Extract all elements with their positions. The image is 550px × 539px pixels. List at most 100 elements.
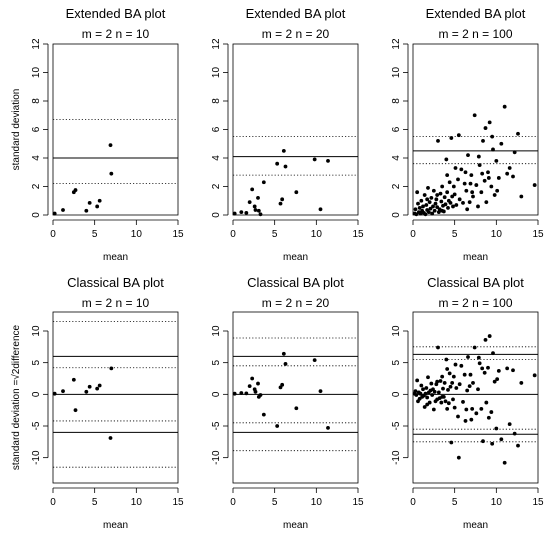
data-point: [476, 154, 481, 159]
y-tick-label: 2: [211, 183, 222, 189]
data-point: [461, 400, 465, 404]
x-tick-label: 0: [230, 497, 236, 508]
data-point: [416, 201, 420, 206]
data-point: [454, 203, 459, 207]
data-point: [440, 394, 445, 399]
data-point: [447, 371, 452, 376]
data-point: [476, 204, 480, 209]
data-point: [487, 334, 492, 338]
data-point: [457, 197, 462, 202]
data-point: [247, 200, 252, 205]
y-tick-label: 10: [391, 325, 402, 337]
data-point: [283, 164, 288, 169]
data-point: [456, 133, 461, 138]
chart-panel-1: Extended BA plot m = 2 n = 10 0 5 10 15 0 2 4 6 8 1…: [11, 6, 184, 263]
data-point: [426, 186, 430, 190]
data-point: [467, 384, 472, 388]
data-point: [468, 181, 473, 186]
y-tick-label: -5: [391, 421, 402, 430]
data-point: [440, 208, 445, 213]
data-point: [451, 397, 455, 402]
data-point: [436, 390, 441, 395]
data-point: [484, 200, 489, 205]
data-point: [516, 443, 520, 448]
data-point: [480, 171, 485, 176]
data-point: [444, 157, 449, 162]
data-point: [413, 207, 418, 212]
data-point: [459, 363, 464, 368]
chart-subtitle: m = 2 n = 100: [438, 296, 512, 310]
plot-frame: [52, 43, 179, 216]
data-point: [443, 399, 448, 404]
data-point: [486, 415, 491, 420]
data-point: [463, 419, 468, 423]
data-point: [438, 191, 443, 196]
y-tick-label: 6: [31, 126, 42, 132]
data-point: [275, 161, 280, 166]
x-tick-label: 10: [131, 497, 143, 508]
data-point: [450, 381, 455, 385]
data-point: [511, 174, 515, 179]
data-point: [425, 395, 430, 400]
data-point: [519, 194, 524, 199]
chart-subtitle: m = 2 n = 100: [438, 27, 512, 41]
data-point: [453, 362, 458, 367]
data-point: [71, 377, 76, 382]
data-point: [466, 153, 470, 158]
data-point: [467, 200, 472, 205]
data-point: [445, 173, 450, 178]
y-tick-label: 0: [211, 212, 222, 218]
data-point: [468, 372, 473, 377]
data-point: [422, 405, 427, 409]
y-tick-label: 0: [391, 212, 402, 218]
data-point: [456, 177, 460, 182]
data-point: [256, 381, 260, 386]
data-point: [97, 198, 102, 203]
x-tick-label: 5: [452, 229, 458, 240]
x-tick-label: 10: [491, 229, 503, 240]
data-point: [419, 198, 424, 203]
chart-panel-6: Classical BA plot m = 2 n = 100 0 5 10 15 -10 -…: [391, 275, 544, 531]
data-point: [445, 367, 450, 371]
data-point: [108, 143, 113, 148]
data-point: [465, 388, 470, 393]
data-point: [318, 207, 323, 212]
data-point: [61, 208, 65, 212]
data-point: [489, 410, 494, 414]
y-axis-label: standard deviation: [11, 89, 22, 171]
y-tick-label: 2: [31, 183, 42, 189]
data-point: [109, 171, 114, 176]
data-point: [261, 412, 266, 417]
data-point: [449, 136, 454, 140]
data-point: [507, 422, 512, 426]
data-point: [452, 405, 457, 410]
data-point: [281, 351, 286, 356]
y-tick-label: 10: [31, 325, 42, 337]
data-point: [258, 393, 263, 397]
data-point: [490, 134, 495, 139]
data-point: [419, 383, 424, 388]
data-point: [436, 210, 441, 215]
data-point: [431, 204, 435, 209]
chart-panel-3: Extended BA plot m = 2 n = 100 0 5 10 15 0 2 4 6 8…: [391, 6, 544, 263]
y-tick-label: 10: [211, 67, 222, 79]
x-tick-label: 10: [131, 229, 143, 240]
x-tick-label: 15: [172, 229, 184, 240]
data-point: [52, 211, 57, 216]
y-tick-label: 8: [391, 98, 402, 104]
plot-frame: [232, 311, 359, 484]
x-tick-label: 0: [410, 229, 416, 240]
data-point: [457, 382, 462, 387]
data-point: [326, 158, 330, 163]
data-point: [491, 147, 495, 152]
x-tick-label: 15: [532, 229, 544, 240]
data-point: [326, 426, 330, 430]
data-point: [256, 208, 261, 213]
x-tick-label: 15: [352, 497, 364, 508]
data-point: [426, 375, 430, 380]
chart-title: Classical BA plot: [247, 275, 344, 290]
data-point: [495, 188, 500, 193]
data-point: [431, 188, 436, 193]
data-point: [481, 439, 485, 444]
